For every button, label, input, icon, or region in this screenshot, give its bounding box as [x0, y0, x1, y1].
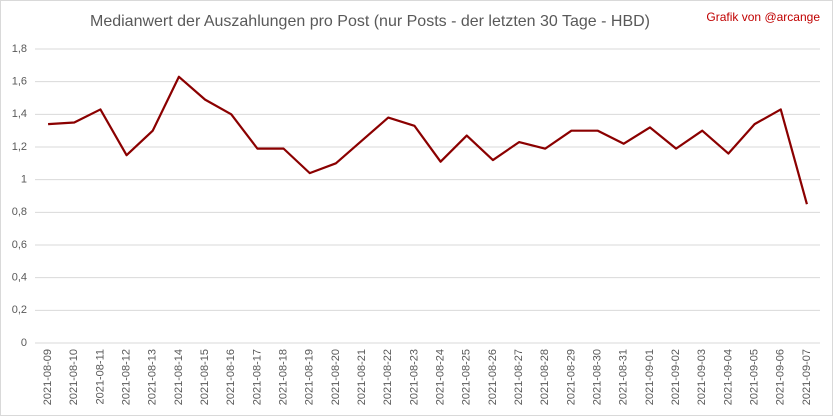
- x-tick-label: 2021-08-24: [434, 349, 446, 405]
- x-tick-label: 2021-08-31: [618, 349, 630, 405]
- y-tick-label: 0,6: [12, 239, 27, 251]
- x-tick-label: 2021-09-03: [696, 349, 708, 405]
- x-tick-label: 2021-08-17: [251, 349, 263, 405]
- y-tick-label: 0: [21, 337, 27, 349]
- x-tick-label: 2021-08-09: [42, 349, 54, 405]
- chart-title: Medianwert der Auszahlungen pro Post (nu…: [90, 13, 650, 30]
- x-tick-label: 2021-09-04: [722, 349, 734, 405]
- y-tick-label: 0,4: [12, 272, 27, 284]
- x-tick-label: 2021-08-12: [120, 349, 132, 405]
- x-tick-label: 2021-09-02: [670, 349, 682, 405]
- x-tick-label: 2021-08-16: [225, 349, 237, 405]
- x-tick-label: 2021-08-29: [565, 349, 577, 405]
- y-tick-label: 1: [21, 174, 27, 186]
- x-tick-label: 2021-09-01: [644, 349, 656, 405]
- annotation: Grafik von @arcange: [706, 10, 820, 24]
- x-tick-label: 2021-08-20: [330, 349, 342, 405]
- x-tick-label: 2021-08-15: [199, 349, 211, 405]
- x-tick-label: 2021-08-14: [173, 349, 185, 405]
- x-tick-label: 2021-08-23: [408, 349, 420, 405]
- x-tick-label: 2021-09-05: [748, 349, 760, 405]
- line: [48, 75, 808, 205]
- x-tick-label: 2021-08-25: [461, 349, 473, 405]
- x-tick-label: 2021-08-26: [487, 349, 499, 405]
- y-tick-label: 1,4: [12, 108, 27, 120]
- x-tick-label: 2021-09-06: [775, 349, 787, 405]
- x-tick-label: 2021-08-13: [147, 349, 159, 405]
- x-tick-label: 2021-08-27: [513, 349, 525, 405]
- x-tick-label: 2021-08-21: [356, 349, 368, 405]
- x-tick-label: 2021-08-10: [68, 349, 80, 405]
- x-tick-label: 2021-08-19: [304, 349, 316, 405]
- x-tick-label: 2021-08-11: [94, 349, 106, 404]
- y-tick-label: 1,6: [12, 76, 27, 88]
- y-tick-label: 1,8: [12, 43, 27, 55]
- x-tick-label: 2021-09-07: [801, 349, 813, 405]
- y-tick-label: 1,2: [12, 141, 27, 153]
- y-tick-label: 0,8: [12, 206, 27, 218]
- y-tick-label: 0,2: [12, 304, 27, 316]
- x-tick-label: 2021-08-18: [277, 349, 289, 405]
- x-tick-label: 2021-08-22: [382, 349, 394, 405]
- x-tick-label: 2021-08-28: [539, 349, 551, 405]
- x-tick-label: 2021-08-30: [591, 349, 603, 405]
